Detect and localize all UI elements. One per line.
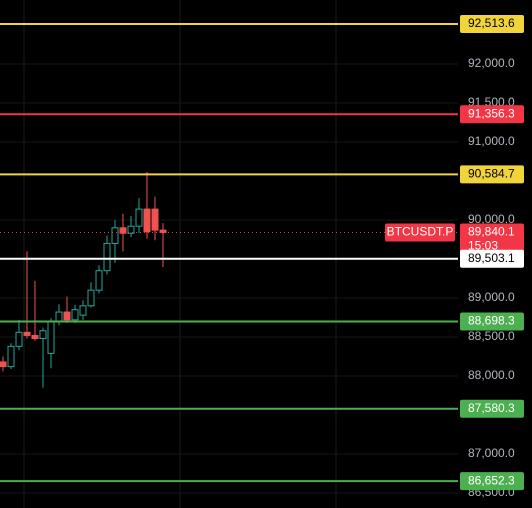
- candle-body: [87, 289, 95, 307]
- y-tick-label: 91,000.0: [468, 134, 515, 148]
- level-badge: [460, 399, 524, 418]
- price-badge: [460, 223, 524, 256]
- level-label: 90,584.7: [468, 167, 515, 181]
- level-label: 91,356.3: [468, 106, 515, 120]
- candle-body: [63, 311, 71, 321]
- candle-body: [111, 227, 119, 244]
- candle-body: [23, 331, 31, 336]
- level-badge: [460, 165, 524, 184]
- y-tick-label: 88,500.0: [468, 329, 515, 343]
- candle-body: [119, 227, 127, 234]
- y-tick-label: 92,000.0: [468, 56, 515, 70]
- symbol-label: BTCUSDT.P: [387, 225, 454, 239]
- candle-body: [79, 305, 87, 316]
- candle-body: [103, 242, 111, 272]
- level-label: 86,652.3: [468, 473, 515, 487]
- candle-body: [15, 331, 23, 347]
- level-badge: [460, 312, 524, 331]
- candle-body: [127, 225, 135, 234]
- level-badge: [460, 14, 524, 33]
- y-tick-label: 89,000.0: [468, 290, 515, 304]
- candle-body: [151, 208, 159, 231]
- candle-body: [135, 208, 143, 227]
- candle-body: [39, 330, 47, 340]
- price-label: 89,840.1: [468, 225, 515, 239]
- y-tick-label: 90,000.0: [468, 212, 515, 226]
- candle-body: [7, 345, 15, 368]
- level-label: 87,580.3: [468, 401, 515, 415]
- candle-body: [159, 229, 167, 233]
- level-label: 88,698.3: [468, 314, 515, 328]
- candle-body: [0, 361, 7, 368]
- countdown-label: 15:03: [468, 239, 498, 253]
- level-label: 89,503.1: [468, 251, 515, 265]
- candle-body: [71, 309, 79, 321]
- candle-body: [55, 311, 63, 322]
- level-label: 92,513.6: [468, 16, 515, 30]
- candle-body: [47, 320, 55, 354]
- candle-body: [31, 334, 39, 340]
- level-badge: [460, 472, 524, 491]
- candle-body: [95, 270, 103, 291]
- level-badge: [460, 249, 524, 268]
- y-tick-label: 87,000.0: [468, 446, 515, 460]
- y-tick-label: 88,000.0: [468, 368, 515, 382]
- level-badge: [460, 105, 524, 124]
- candle-body: [143, 208, 151, 233]
- symbol-badge: [385, 223, 455, 242]
